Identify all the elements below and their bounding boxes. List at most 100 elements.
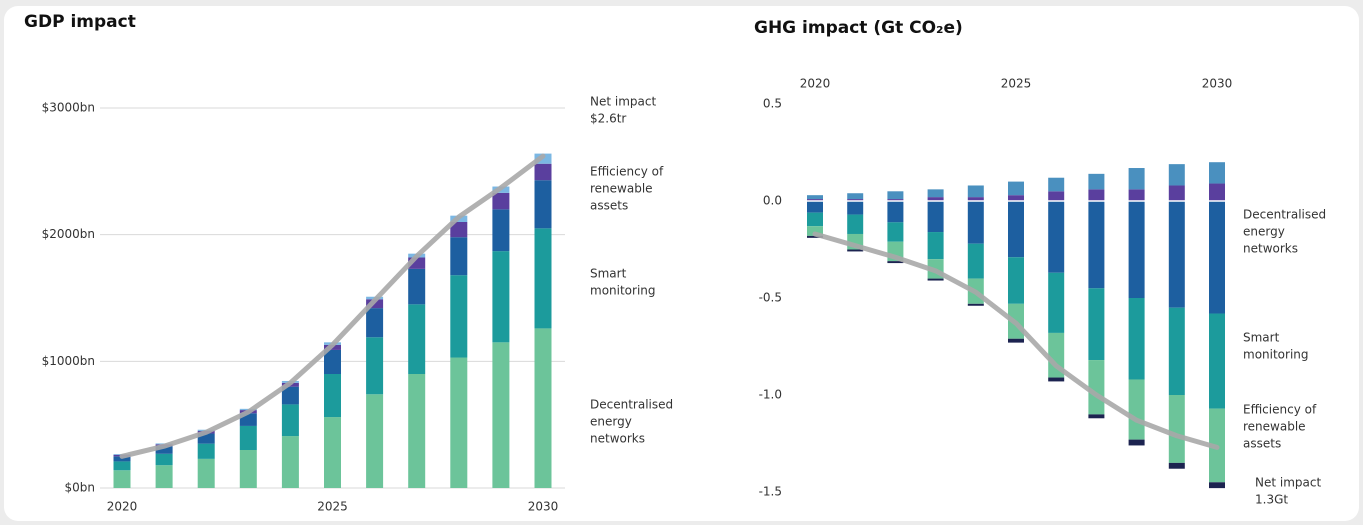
annotation: Net impact: [1255, 476, 1321, 490]
bar-segment: [113, 456, 131, 462]
bar-segment: [450, 222, 468, 238]
bar-segment: [1048, 272, 1065, 333]
bar-segment: [887, 199, 904, 201]
bar-segment: [887, 201, 904, 223]
x-tick-label: 2020: [107, 500, 138, 514]
x-tick-label: 2030: [1202, 77, 1233, 91]
bar-segment: [1008, 201, 1024, 258]
annotation: energy: [590, 415, 632, 429]
bar-segment: [927, 201, 944, 233]
bar-segment: [239, 450, 257, 488]
bar-segment: [450, 275, 468, 358]
bar-segment: [408, 268, 426, 305]
bar-segment: [324, 349, 341, 374]
bar-segment: [197, 433, 215, 444]
annotation: energy: [1243, 225, 1285, 239]
chart-title: GDP impact: [24, 12, 136, 32]
bar-segment: [492, 192, 510, 210]
bar-segment: [847, 199, 864, 201]
bar-segment: [197, 458, 215, 488]
bar-segment: [1128, 298, 1145, 380]
chart-title: GHG impact (Gt CO₂e): [754, 18, 963, 38]
bar-segment: [967, 185, 984, 198]
annotation: 1.3Gt: [1255, 493, 1288, 507]
bar-segment: [967, 201, 984, 244]
bar-segment: [366, 394, 384, 488]
bar-segment: [847, 214, 864, 234]
annotation: Decentralised: [590, 398, 673, 412]
bar-segment: [534, 228, 552, 329]
bar-segment: [1209, 162, 1225, 184]
bar-segment: [1008, 195, 1024, 201]
annotation: Efficiency of: [1243, 403, 1317, 417]
y-tick-label: -1.5: [759, 485, 782, 499]
net-impact-line: [119, 153, 546, 459]
bar-segment: [887, 261, 904, 264]
bar-segment: [1209, 201, 1225, 314]
bar-segment: [1168, 307, 1185, 395]
bar-segment: [967, 303, 984, 306]
annotation: $2.6tr: [590, 112, 626, 126]
bar-segment: [1088, 288, 1105, 361]
bar-segment: [1168, 164, 1185, 186]
bar-segment: [534, 180, 552, 229]
bar-segment: [324, 417, 341, 488]
bar-segment: [239, 425, 257, 450]
bar-segment: [927, 232, 944, 260]
bar-segment: [847, 193, 864, 200]
bar-segment: [492, 342, 510, 488]
bar-segment: [492, 209, 510, 252]
bar-segment: [1008, 257, 1024, 304]
bar-segment: [1088, 189, 1105, 201]
annotation: Smart: [590, 267, 627, 281]
bar-segment: [1209, 183, 1225, 201]
y-tick-label: $3000bn: [42, 101, 95, 115]
bar-segment: [366, 337, 384, 395]
bar-segment: [847, 249, 864, 252]
bar-segment: [1168, 201, 1185, 308]
annotation: networks: [1243, 242, 1298, 256]
bar-segment: [492, 251, 510, 343]
bar-segment: [807, 226, 823, 236]
bar-segment: [408, 374, 426, 488]
bar-segment: [408, 257, 426, 269]
bar-segment: [807, 199, 823, 201]
annotation: Decentralised: [1243, 208, 1326, 222]
bar-segment: [366, 308, 384, 338]
net-impact-line: [812, 231, 1220, 450]
bar-segment: [927, 197, 944, 201]
bar-segment: [155, 446, 173, 454]
bar-segment: [1168, 185, 1185, 201]
bar-segment: [1128, 189, 1145, 201]
y-tick-label: 0.5: [763, 97, 782, 111]
bar-segment: [113, 461, 131, 471]
y-tick-label: $2000bn: [42, 227, 95, 241]
bar-segment: [1048, 191, 1065, 201]
y-tick-label: 0.0: [763, 194, 782, 208]
bar-segment: [807, 195, 823, 200]
bar-segment: [807, 212, 823, 227]
x-tick-label: 2025: [1001, 77, 1032, 91]
bar-segment: [534, 328, 552, 488]
bar-segment: [1209, 313, 1225, 409]
bar-segment: [967, 243, 984, 279]
bar-segment: [1128, 201, 1145, 298]
annotation: assets: [1243, 437, 1281, 451]
y-tick-label: $1000bn: [42, 354, 95, 368]
bar-segment: [1128, 168, 1145, 190]
bar-segment: [847, 201, 864, 215]
annotation: networks: [590, 432, 645, 446]
bar-segment: [281, 386, 299, 405]
y-tick-label: -0.5: [759, 291, 782, 305]
bar-segment: [450, 237, 468, 276]
annotation: Efficiency of: [590, 165, 664, 179]
bar-segment: [450, 357, 468, 488]
annotation: renewable: [1243, 420, 1306, 434]
bar-segment: [807, 235, 823, 238]
bar-segment: [1048, 201, 1065, 273]
bar-segment: [281, 436, 299, 488]
bar-segment: [1008, 338, 1024, 343]
bar-segment: [1128, 439, 1145, 446]
